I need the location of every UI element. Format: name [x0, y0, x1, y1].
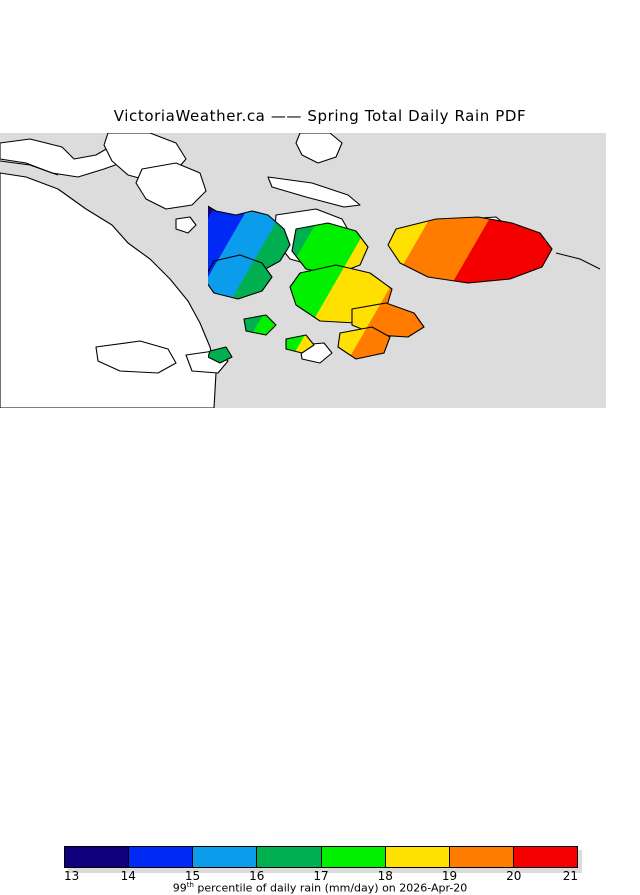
land-thin-sliver-north: [267, 176, 361, 208]
colorbar-segment-17-18[interactable]: [321, 847, 386, 867]
coastline-detail-nw: [0, 160, 59, 176]
region-northeast-blob: [291, 222, 369, 276]
colorbar-segment-16-17[interactable]: [257, 847, 322, 867]
caption-text: percentile of daily rain (mm/day) on 202…: [193, 881, 468, 895]
region-southeast-island: [387, 216, 553, 284]
caption-value: 99: [172, 881, 187, 895]
map-panel[interactable]: [0, 133, 606, 408]
colorbar-segment-18-19[interactable]: [385, 847, 450, 867]
caption-ordinal: th: [186, 881, 194, 889]
land-islet-west: [175, 216, 197, 234]
region-centre-island: [208, 254, 273, 300]
region-red-islet-d: [208, 346, 233, 364]
page-title: VictoriaWeather.ca —— Spring Total Daily…: [113, 107, 527, 125]
colorbar-segment-15-16[interactable]: [193, 847, 258, 867]
land-north-island: [295, 133, 343, 164]
land-mid-left-island: [135, 162, 207, 210]
colorbar-caption: 99th percentile of daily rain (mm/day) o…: [0, 881, 640, 895]
colorbar-segment-19-20[interactable]: [449, 847, 514, 867]
region-red-islet-a: [243, 314, 277, 336]
colorbar-segment-14-15[interactable]: [129, 847, 194, 867]
coastline-detail-group: [0, 160, 601, 270]
colorbar-area: 13 14 15 16 17 18 19 20 21 99th percentile of da…: [0, 420, 640, 895]
colorbar[interactable]: [64, 846, 578, 868]
colorbar-segment-20-21[interactable]: [513, 847, 577, 867]
land-bottom-island-a: [95, 340, 177, 374]
land-coloured-group: [208, 205, 553, 364]
coastline-detail-se: [555, 252, 601, 270]
colorbar-segment-13-14[interactable]: [65, 847, 130, 867]
region-red-islet-c: [337, 326, 391, 360]
region-red-islet-b: [285, 334, 315, 354]
map-svg[interactable]: [0, 133, 606, 408]
